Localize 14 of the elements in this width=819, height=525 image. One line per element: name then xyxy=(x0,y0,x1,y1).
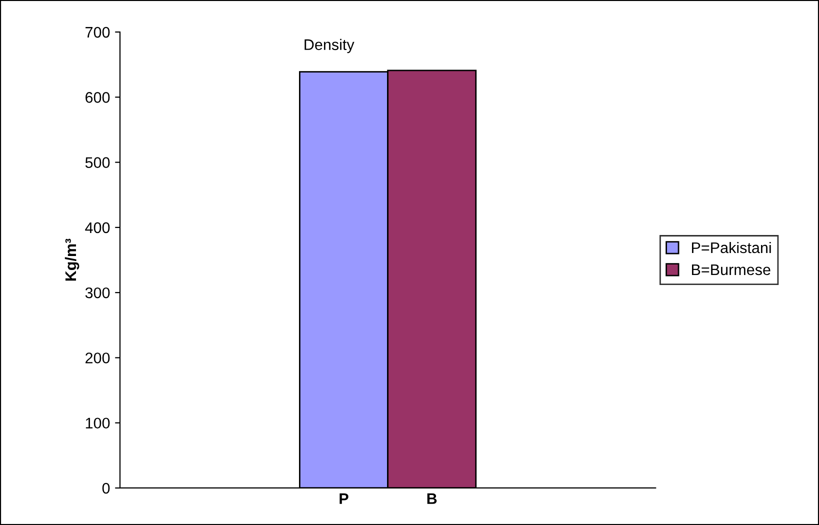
x-tick-label: P xyxy=(340,493,348,504)
y-axis-title: Kg/m³ xyxy=(64,238,80,281)
y-tick-label: 500 xyxy=(85,157,110,168)
legend-label: B=Burmese xyxy=(692,264,770,276)
y-tick-label: 100 xyxy=(86,418,110,429)
chart-title: Density xyxy=(304,38,354,54)
y-tick-label: 200 xyxy=(86,352,110,364)
y-tick-label: 400 xyxy=(85,222,110,234)
y-tick-label: 700 xyxy=(86,26,110,38)
y-tick-label: 600 xyxy=(86,92,110,103)
y-tick-label: 300 xyxy=(85,287,110,298)
legend-label: P=Pakistani xyxy=(692,242,771,254)
x-tick-label: B xyxy=(427,493,437,504)
y-tick-label: 0 xyxy=(102,482,110,494)
